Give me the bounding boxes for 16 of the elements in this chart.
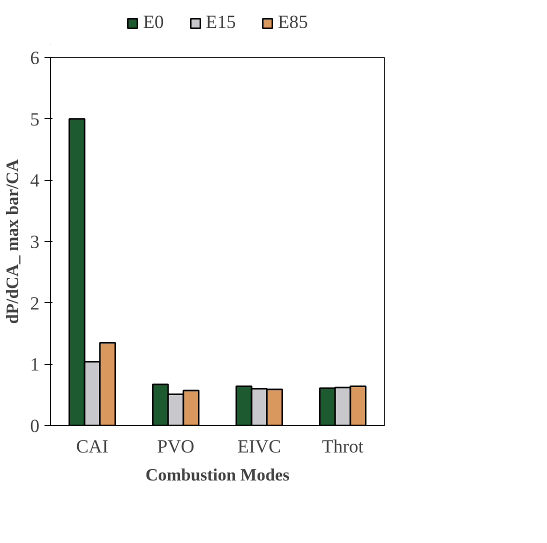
y-tick-label: 3 [30,232,40,253]
y-tick-label: 4 [30,170,40,192]
x-tick-label: Throt [322,436,364,458]
y-tick-label: 2 [30,293,40,314]
legend-label: E15 [206,12,236,34]
legend-label: E85 [278,12,308,34]
y-axis-title: dP/dCA_ max bar/CA [3,158,22,324]
x-tick-label: CAI [76,436,108,458]
legend-label: E0 [143,12,164,34]
y-tick-label: 5 [30,109,40,130]
x-tick-label: EIVC [237,436,282,458]
x-axis-title: Combustion Modes [146,466,290,484]
y-tick-label: 6 [30,48,40,69]
y-tick-label: 1 [30,354,40,376]
y-tick-label: 0 [30,416,40,437]
x-tick-label: PVO [157,436,194,458]
